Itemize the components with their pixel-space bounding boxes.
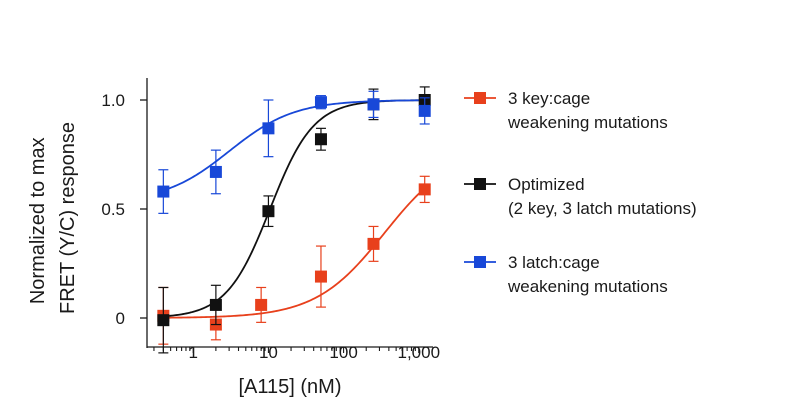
legend-label: (2 key, 3 latch mutations) bbox=[508, 199, 697, 218]
legend-label: weakening mutations bbox=[507, 113, 668, 132]
fit-curve bbox=[163, 186, 427, 319]
x-axis-title: [A115] (nM) bbox=[239, 376, 342, 398]
legend-item: 3 latch:cage weakening mutations bbox=[464, 253, 668, 296]
legend: 3 key:cage weakening mutations Optimized (2… bbox=[464, 89, 697, 296]
legend-label: weakening mutations bbox=[507, 277, 668, 296]
legend-label: 3 key:cage bbox=[508, 89, 590, 108]
legend-item: 3 key:cage weakening mutations bbox=[464, 89, 668, 132]
data-point bbox=[367, 98, 380, 111]
data-point bbox=[262, 205, 275, 218]
data-point bbox=[255, 298, 268, 311]
axes: 0 0.5 1.0 1 10 100 1,000 bbox=[101, 78, 440, 362]
x-ticks: 1 10 100 1,000 bbox=[153, 343, 440, 362]
legend-item: Optimized (2 key, 3 latch mutations) bbox=[464, 175, 697, 218]
data-point bbox=[262, 122, 275, 135]
data-point bbox=[209, 165, 222, 178]
data-point bbox=[157, 314, 170, 327]
legend-label: Optimized bbox=[508, 175, 585, 194]
data-point bbox=[209, 298, 222, 311]
x-tick-label: 10 bbox=[259, 343, 278, 362]
data-point bbox=[314, 96, 327, 109]
y-ticks: 0 0.5 1.0 bbox=[101, 91, 147, 328]
data-points bbox=[157, 86, 431, 354]
fit-curve bbox=[163, 99, 427, 318]
legend-marker bbox=[474, 92, 486, 104]
y-tick-label: 1.0 bbox=[101, 91, 125, 110]
y-tick-label: 0.5 bbox=[101, 200, 125, 219]
legend-marker bbox=[474, 256, 486, 268]
data-point bbox=[418, 104, 431, 117]
y-axis-title-line-1: Normalized to max bbox=[27, 137, 49, 304]
x-tick-label: 100 bbox=[329, 343, 357, 362]
y-tick-label: 0 bbox=[116, 309, 125, 328]
data-point bbox=[367, 237, 380, 250]
y-axis-title-line-2: FRET (Y/C) response bbox=[57, 122, 79, 314]
data-point bbox=[314, 133, 327, 146]
y-axis-title: Normalized to max FRET (Y/C) response bbox=[27, 122, 79, 314]
fit-curves bbox=[163, 99, 427, 319]
data-point bbox=[314, 270, 327, 283]
x-tick-label: 1 bbox=[189, 343, 198, 362]
legend-marker bbox=[474, 178, 486, 190]
fit-curve bbox=[163, 99, 427, 192]
data-point bbox=[157, 185, 170, 198]
legend-label: 3 latch:cage bbox=[508, 253, 600, 272]
data-point bbox=[418, 183, 431, 196]
x-tick-label: 1,000 bbox=[397, 343, 440, 362]
